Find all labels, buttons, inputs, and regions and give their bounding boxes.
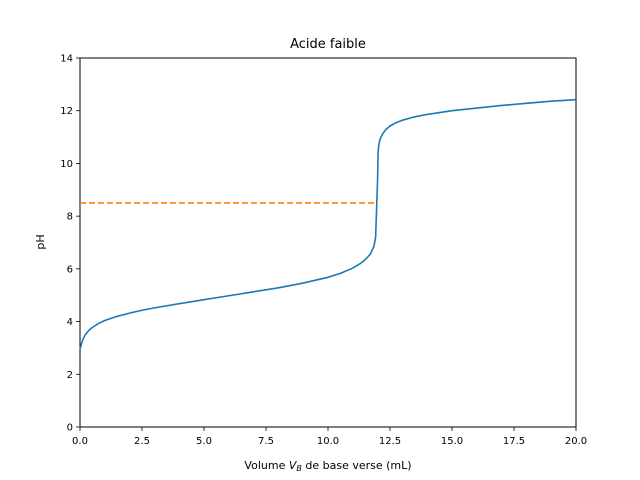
x-tick-label: 17.5 xyxy=(503,436,525,447)
x-axis-label-sub: B xyxy=(296,464,302,473)
plot-frame xyxy=(79,57,577,428)
y-tick-label: 12 xyxy=(60,106,73,117)
y-tick-label: 8 xyxy=(67,212,73,223)
y-tick-label: 6 xyxy=(67,264,73,275)
x-tick-label: 10.0 xyxy=(317,436,339,447)
x-tick-label: 20.0 xyxy=(565,436,587,447)
x-tick-label: 12.5 xyxy=(379,436,401,447)
chart-title: Acide faible xyxy=(290,37,366,52)
x-tick-label: 15.0 xyxy=(441,436,463,447)
y-axis-ticks: 0 2 4 6 8 10 12 14 xyxy=(60,54,80,434)
x-axis-label-var: V xyxy=(289,459,298,472)
y-tick-label: 10 xyxy=(60,159,73,170)
y-axis-label: pH xyxy=(34,234,47,249)
y-tick-label: 0 xyxy=(67,423,73,434)
x-tick-label: 2.5 xyxy=(134,436,150,447)
x-axis-ticks: 0.0 2.5 5.0 7.5 10.0 12.5 15.0 17.5 20.0 xyxy=(72,427,587,447)
y-tick-label: 4 xyxy=(67,317,73,328)
x-axis-label: Volume VB de base verse (mL) xyxy=(244,459,411,473)
x-axis-label-prefix: Volume xyxy=(244,459,288,472)
x-tick-label: 7.5 xyxy=(258,436,274,447)
plot-area: 0.0 2.5 5.0 7.5 10.0 12.5 15.0 17.5 20.0 0 2 4 6 8 10… xyxy=(60,54,587,448)
series-layer xyxy=(79,98,577,350)
x-axis-label-suffix: de base verse (mL) xyxy=(302,459,412,472)
x-tick-label: 0.0 xyxy=(72,436,88,447)
x-tick-label: 5.0 xyxy=(196,436,212,447)
series-line-1 xyxy=(79,98,577,350)
y-tick-label: 14 xyxy=(60,54,73,65)
y-tick-label: 2 xyxy=(67,370,73,381)
